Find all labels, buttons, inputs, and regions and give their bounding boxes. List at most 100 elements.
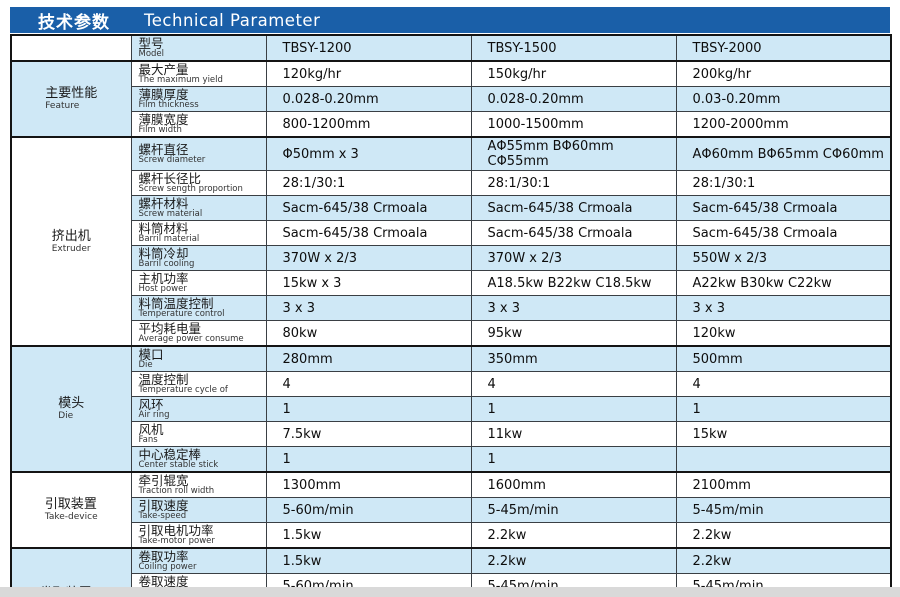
param-name-zh: 风环 xyxy=(138,397,164,412)
spec-value: 1.5kw xyxy=(265,522,472,549)
spec-value: 550W x 2/3 xyxy=(675,245,892,271)
table-row: 模头 Die 模口 Die 280mm 350mm 500mm xyxy=(10,345,892,473)
table-row: 风机 Fans 7.5kw 11kw 15kw xyxy=(11,421,892,447)
param-cell: 引取速度 Take-speed xyxy=(130,497,267,523)
param-name-en: Host power xyxy=(138,284,187,294)
model-header: TBSY-1500 xyxy=(470,34,677,62)
spec-value: 0.028-0.20mm xyxy=(470,86,677,112)
spec-value: 1 xyxy=(265,446,472,473)
table-row: 主要性能 Feature 最大产量 The maximum yield 120kg… xyxy=(10,60,892,138)
param-cell: 螺杆直径 Screw diameter xyxy=(130,136,267,171)
param-name-en: Traction roll width xyxy=(138,486,215,496)
section-title-zh: 技术参数 xyxy=(38,12,110,33)
param-cell: 螺杆材料 Screw material xyxy=(130,195,267,221)
spec-value: Sacm-645/38 Crmoala xyxy=(470,220,677,246)
param-name-en: Take-speed xyxy=(138,511,187,521)
param-cell: 平均耗电量 Average power consume xyxy=(130,320,267,347)
param-cell: 薄膜宽度 Film width xyxy=(130,111,267,138)
table-row-model: 型号 Model TBSY-1200 TBSY-1500 TBSY-2000 xyxy=(10,34,892,62)
table-row: 卷取装置Coiling device 卷取功率 Coiling power 1.… xyxy=(10,547,892,597)
spec-value: Φ50mm x 3 xyxy=(265,136,472,171)
spec-value: Sacm-645/38 Crmoala xyxy=(470,195,677,221)
group-label-zh: 模头 xyxy=(58,396,85,411)
spec-value: 200kg/hr xyxy=(675,60,892,87)
param-cell: 风环 Air ring xyxy=(130,396,267,422)
spec-value: 95kw xyxy=(470,320,677,347)
spec-value: 15kw xyxy=(675,421,892,447)
spec-value: 3 x 3 xyxy=(675,295,892,321)
table-row: 温度控制 Temperature cycle of 4 4 4 xyxy=(11,371,892,397)
spec-value: 280mm xyxy=(265,345,472,372)
spec-value: 5-60m/min xyxy=(265,497,472,523)
param-name-zh: 料筒材料 xyxy=(138,221,189,236)
param-name-en: Temperature control xyxy=(138,309,225,319)
spec-value: 2.2kw xyxy=(470,547,677,574)
table-row: 中心稳定棒 Center stable stick 1 1 xyxy=(11,446,892,473)
table-row: 螺杆材料 Screw material Sacm-645/38 Crmoala … xyxy=(11,195,892,221)
param-name-en: Film thickness xyxy=(138,100,199,110)
spec-value: 1200-2000mm xyxy=(675,111,892,138)
spec-value: 370W x 2/3 xyxy=(470,245,677,271)
spec-value: 2.2kw xyxy=(675,547,892,574)
spec-value: 7.5kw xyxy=(265,421,472,447)
table-row: 螺杆长径比 Screw sength proportion 28:1/30:1 … xyxy=(11,170,892,196)
spec-value: 120kg/hr xyxy=(265,60,472,87)
group-cell-take-device: 引取装置 Take-device xyxy=(10,471,132,549)
param-cell: 料筒材料 Barril material xyxy=(130,220,267,246)
param-name-zh: 型号 xyxy=(138,36,164,51)
group-label-en: Extruder xyxy=(51,243,91,254)
param-name-zh: 平均耗电量 xyxy=(138,321,202,336)
table-row: 引取装置 Take-device 牵引辊宽 Traction roll width… xyxy=(10,471,892,549)
spec-value: 5-45m/min xyxy=(675,497,892,523)
param-name-zh: 薄膜宽度 xyxy=(138,112,189,127)
param-cell: 牵引辊宽 Traction roll width xyxy=(130,471,267,498)
param-name-zh: 最大产量 xyxy=(138,62,189,77)
spec-value: 4 xyxy=(470,371,677,397)
table-row: 料筒冷却 Barril cooling 370W x 2/3 370W x 2/… xyxy=(11,245,892,271)
param-name-en: Barril material xyxy=(138,234,200,244)
group-label-zh: 挤出机 xyxy=(51,228,91,244)
group-cell-feature: 主要性能 Feature xyxy=(10,60,132,138)
spec-value: 1.5kw xyxy=(265,547,472,574)
spec-value: Sacm-645/38 Crmoala xyxy=(265,195,472,221)
param-name-en: Screw sength proportion xyxy=(138,184,243,194)
spec-value: 4 xyxy=(265,371,472,397)
param-name-en: Screw material xyxy=(138,209,203,219)
param-name-zh: 料筒冷却 xyxy=(138,246,189,261)
page-bottom-edge xyxy=(0,587,900,597)
param-cell: 料筒温度控制 Temperature control xyxy=(130,295,267,321)
spec-value: 4 xyxy=(675,371,892,397)
spec-value: 150kg/hr xyxy=(470,60,677,87)
spec-value: AΦ60mm BΦ65mm CΦ60mm xyxy=(675,136,892,171)
model-header: TBSY-1200 xyxy=(265,34,472,62)
table-row: 引取电机功率 Take-motor power 1.5kw 2.2kw 2.2k… xyxy=(11,522,892,549)
table-row: 平均耗电量 Average power consume 80kw 95kw 12… xyxy=(11,320,892,347)
spec-value: 1 xyxy=(470,446,677,473)
group-label-en: Take-device xyxy=(44,512,98,522)
group-label-en: Die xyxy=(58,411,74,421)
spec-value: 28:1/30:1 xyxy=(675,170,892,196)
param-cell: 模口 Die xyxy=(130,345,267,372)
param-name-en: Coiling power xyxy=(138,562,197,572)
spec-value: 1 xyxy=(470,396,677,422)
param-name-en: Die xyxy=(138,360,153,370)
spec-value: 80kw xyxy=(265,320,472,347)
group-label-zh: 主要性能 xyxy=(45,86,98,101)
param-cell: 螺杆长径比 Screw sength proportion xyxy=(130,170,267,196)
corner-cell xyxy=(10,34,132,62)
spec-value: Sacm-645/38 Crmoala xyxy=(675,195,892,221)
param-name-en: Model xyxy=(138,49,165,59)
content-area: 技术参数 Technical Parameter 型号 Model TBSY-1… xyxy=(10,7,892,597)
spec-value: 1 xyxy=(675,396,892,422)
group-label-zh: 引取装置 xyxy=(44,497,97,512)
spec-value: 2100mm xyxy=(675,471,892,498)
param-name-en: Screw diameter xyxy=(138,155,206,165)
spec-value: 3 x 3 xyxy=(470,295,677,321)
spec-value: 1000-1500mm xyxy=(470,111,677,138)
param-name-zh: 螺杆直径 xyxy=(138,142,189,157)
param-name-en: Average power consume xyxy=(138,334,244,344)
spec-value: Sacm-645/38 Crmoala xyxy=(265,220,472,246)
table-row: 挤出机 Extruder 螺杆直径 Screw diameter Φ50mm x … xyxy=(10,136,892,347)
param-name-en: Film width xyxy=(138,125,182,135)
